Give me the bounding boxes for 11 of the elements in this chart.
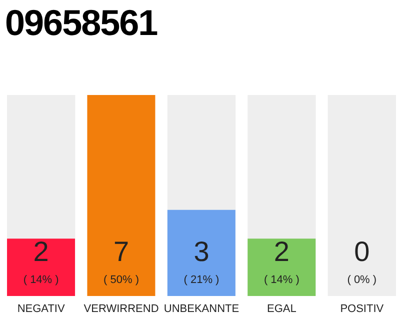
x-tick-label: UNBEKANNTE xyxy=(164,302,240,315)
x-tick-label: EGAL xyxy=(267,302,296,315)
chart-title: 09658561 xyxy=(5,2,158,44)
x-tick-label: NEGATIV xyxy=(17,302,66,315)
data-label: 3 ( 21% ) xyxy=(182,236,220,288)
data-label: 2 ( 14% ) xyxy=(262,236,300,288)
x-tick-label: POSITIV xyxy=(340,302,384,315)
x-tick-label: VERWIRREND xyxy=(84,302,159,315)
data-label: 2 ( 14% ) xyxy=(22,236,60,288)
data-label: 0 ( 0% ) xyxy=(346,236,378,288)
data-label: 7 ( 50% ) xyxy=(102,236,140,288)
